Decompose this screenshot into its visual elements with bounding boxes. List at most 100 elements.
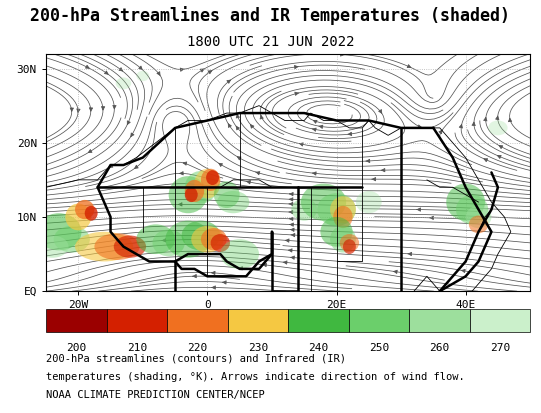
FancyArrowPatch shape <box>366 159 370 163</box>
Ellipse shape <box>456 195 488 224</box>
Text: 200-hPa streamlines (contours) and Infrared (IR): 200-hPa streamlines (contours) and Infra… <box>46 353 346 363</box>
Ellipse shape <box>185 180 204 202</box>
FancyArrowPatch shape <box>193 275 196 278</box>
FancyArrowPatch shape <box>222 281 226 284</box>
FancyArrowPatch shape <box>407 64 411 68</box>
Text: 260: 260 <box>429 343 450 353</box>
Bar <box>107 309 167 332</box>
Text: temperatures (shading, °K). Arrows indicate direction of wind flow.: temperatures (shading, °K). Arrows indic… <box>46 372 465 382</box>
FancyArrowPatch shape <box>461 269 465 273</box>
FancyArrowPatch shape <box>157 71 160 75</box>
FancyArrowPatch shape <box>183 162 187 165</box>
FancyArrowPatch shape <box>219 163 222 166</box>
FancyArrowPatch shape <box>459 124 463 128</box>
Text: 220: 220 <box>187 343 207 353</box>
Ellipse shape <box>192 226 223 253</box>
FancyArrowPatch shape <box>288 249 292 252</box>
Ellipse shape <box>343 239 356 254</box>
FancyArrowPatch shape <box>228 124 232 128</box>
FancyArrowPatch shape <box>509 118 512 122</box>
Text: 200-hPa Streamlines and IR Temperatures (shaded): 200-hPa Streamlines and IR Temperatures … <box>30 6 511 25</box>
FancyArrowPatch shape <box>227 80 230 83</box>
FancyArrowPatch shape <box>236 126 240 130</box>
FancyArrowPatch shape <box>283 261 287 264</box>
Ellipse shape <box>75 232 133 261</box>
FancyArrowPatch shape <box>484 117 487 121</box>
Ellipse shape <box>136 71 149 81</box>
Text: 1800 UTC 21 JUN 2022: 1800 UTC 21 JUN 2022 <box>187 35 354 49</box>
Ellipse shape <box>291 198 317 221</box>
Text: NOAA CLIMATE PREDICTION CENTER/NCEP: NOAA CLIMATE PREDICTION CENTER/NCEP <box>46 390 265 400</box>
FancyArrowPatch shape <box>138 66 142 69</box>
Bar <box>409 309 470 332</box>
Ellipse shape <box>153 230 185 256</box>
Text: 250: 250 <box>369 343 389 353</box>
FancyArrowPatch shape <box>408 252 412 256</box>
Ellipse shape <box>201 169 220 191</box>
Ellipse shape <box>65 204 91 230</box>
FancyArrowPatch shape <box>113 105 116 109</box>
FancyArrowPatch shape <box>255 171 260 175</box>
FancyArrowPatch shape <box>291 233 295 237</box>
Ellipse shape <box>169 176 207 213</box>
Ellipse shape <box>85 206 97 221</box>
FancyArrowPatch shape <box>131 133 134 137</box>
FancyArrowPatch shape <box>319 125 323 128</box>
Ellipse shape <box>136 224 175 254</box>
FancyArrowPatch shape <box>294 65 299 69</box>
FancyArrowPatch shape <box>200 69 204 72</box>
FancyArrowPatch shape <box>417 208 420 211</box>
Ellipse shape <box>75 200 95 219</box>
Text: 230: 230 <box>248 343 268 353</box>
Ellipse shape <box>166 221 210 258</box>
FancyArrowPatch shape <box>484 159 487 162</box>
Text: 210: 210 <box>127 343 147 353</box>
Ellipse shape <box>301 183 346 221</box>
FancyArrowPatch shape <box>313 120 317 123</box>
FancyArrowPatch shape <box>109 164 113 167</box>
Bar <box>167 309 228 332</box>
Ellipse shape <box>182 221 220 250</box>
FancyArrowPatch shape <box>289 198 293 201</box>
FancyArrowPatch shape <box>208 71 212 74</box>
Ellipse shape <box>220 239 259 269</box>
FancyArrowPatch shape <box>178 203 182 206</box>
Bar <box>46 309 107 332</box>
FancyArrowPatch shape <box>88 150 92 153</box>
FancyArrowPatch shape <box>260 115 263 119</box>
FancyArrowPatch shape <box>295 92 299 95</box>
Ellipse shape <box>214 181 240 208</box>
FancyArrowPatch shape <box>291 256 294 259</box>
Bar <box>228 309 288 332</box>
FancyArrowPatch shape <box>372 178 375 181</box>
FancyArrowPatch shape <box>472 122 476 126</box>
Ellipse shape <box>356 191 382 213</box>
Ellipse shape <box>185 187 197 202</box>
Ellipse shape <box>36 235 69 258</box>
FancyArrowPatch shape <box>393 270 397 273</box>
FancyArrowPatch shape <box>104 71 108 74</box>
FancyArrowPatch shape <box>496 116 499 120</box>
Ellipse shape <box>194 169 220 198</box>
Ellipse shape <box>95 233 140 260</box>
Bar <box>348 309 409 332</box>
Ellipse shape <box>210 234 230 252</box>
FancyArrowPatch shape <box>312 128 316 131</box>
Ellipse shape <box>330 196 356 223</box>
FancyArrowPatch shape <box>70 108 74 112</box>
Ellipse shape <box>340 234 359 252</box>
Text: 200: 200 <box>66 343 87 353</box>
FancyArrowPatch shape <box>162 239 166 242</box>
FancyArrowPatch shape <box>135 165 138 169</box>
FancyArrowPatch shape <box>499 145 503 149</box>
FancyArrowPatch shape <box>101 107 105 110</box>
FancyArrowPatch shape <box>179 172 183 175</box>
Ellipse shape <box>54 226 90 253</box>
FancyArrowPatch shape <box>127 121 130 125</box>
FancyArrowPatch shape <box>381 169 385 172</box>
Ellipse shape <box>330 226 356 253</box>
FancyArrowPatch shape <box>289 217 293 221</box>
Bar <box>470 309 530 332</box>
FancyArrowPatch shape <box>289 223 293 226</box>
FancyArrowPatch shape <box>239 267 242 270</box>
